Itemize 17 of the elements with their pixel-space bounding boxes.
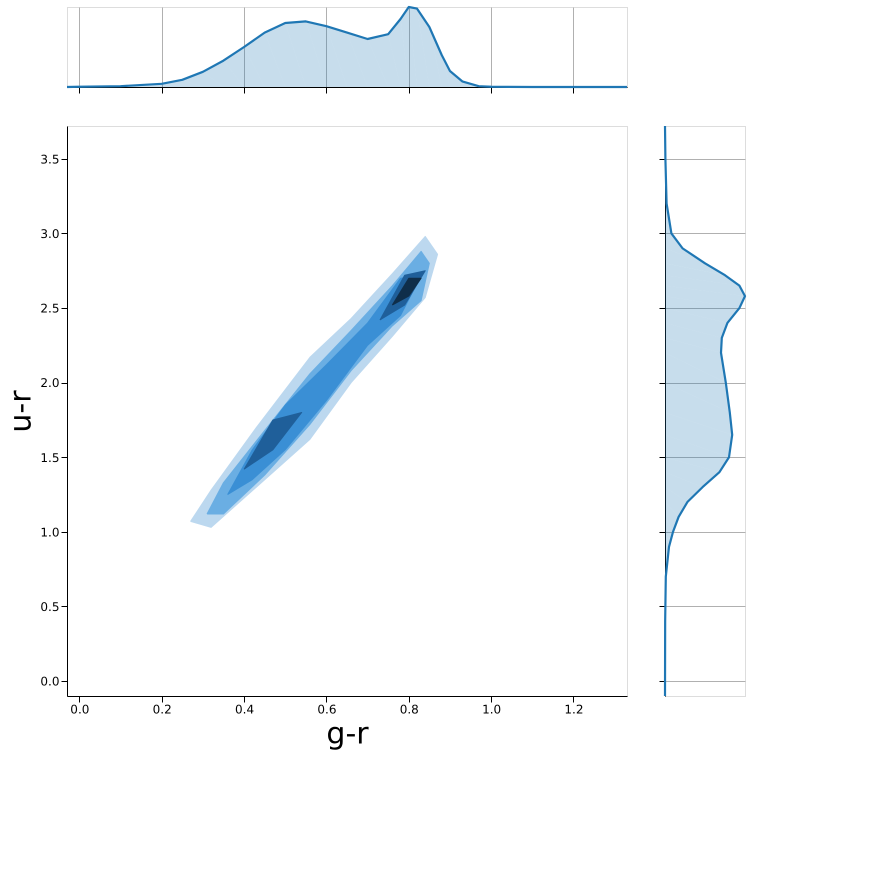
x-tick-label: 0.2 [152,702,172,716]
y-tick-label: 3.0 [40,226,60,241]
y-tick-label: 0.5 [40,600,60,614]
x-axis-title: g-r [326,716,370,752]
y-tick-label: 3.5 [40,152,60,166]
y-tick-label: 1.5 [40,450,60,465]
x-tick-label: 1.2 [564,702,584,716]
x-tick-label: 0.6 [317,702,336,716]
y-axis-title: u-r [3,390,38,433]
y-tick-label: 2.5 [40,302,60,316]
x-tick-label: 1.0 [482,702,502,716]
x-tick-label: 0.0 [70,702,90,716]
y-tick-label: 2.0 [40,376,60,390]
y-tick-label: 1.0 [40,525,60,540]
x-tick-label: 0.8 [400,702,419,716]
x-tick-label: 0.4 [235,702,254,716]
y-tick-label: 0.0 [40,674,60,689]
